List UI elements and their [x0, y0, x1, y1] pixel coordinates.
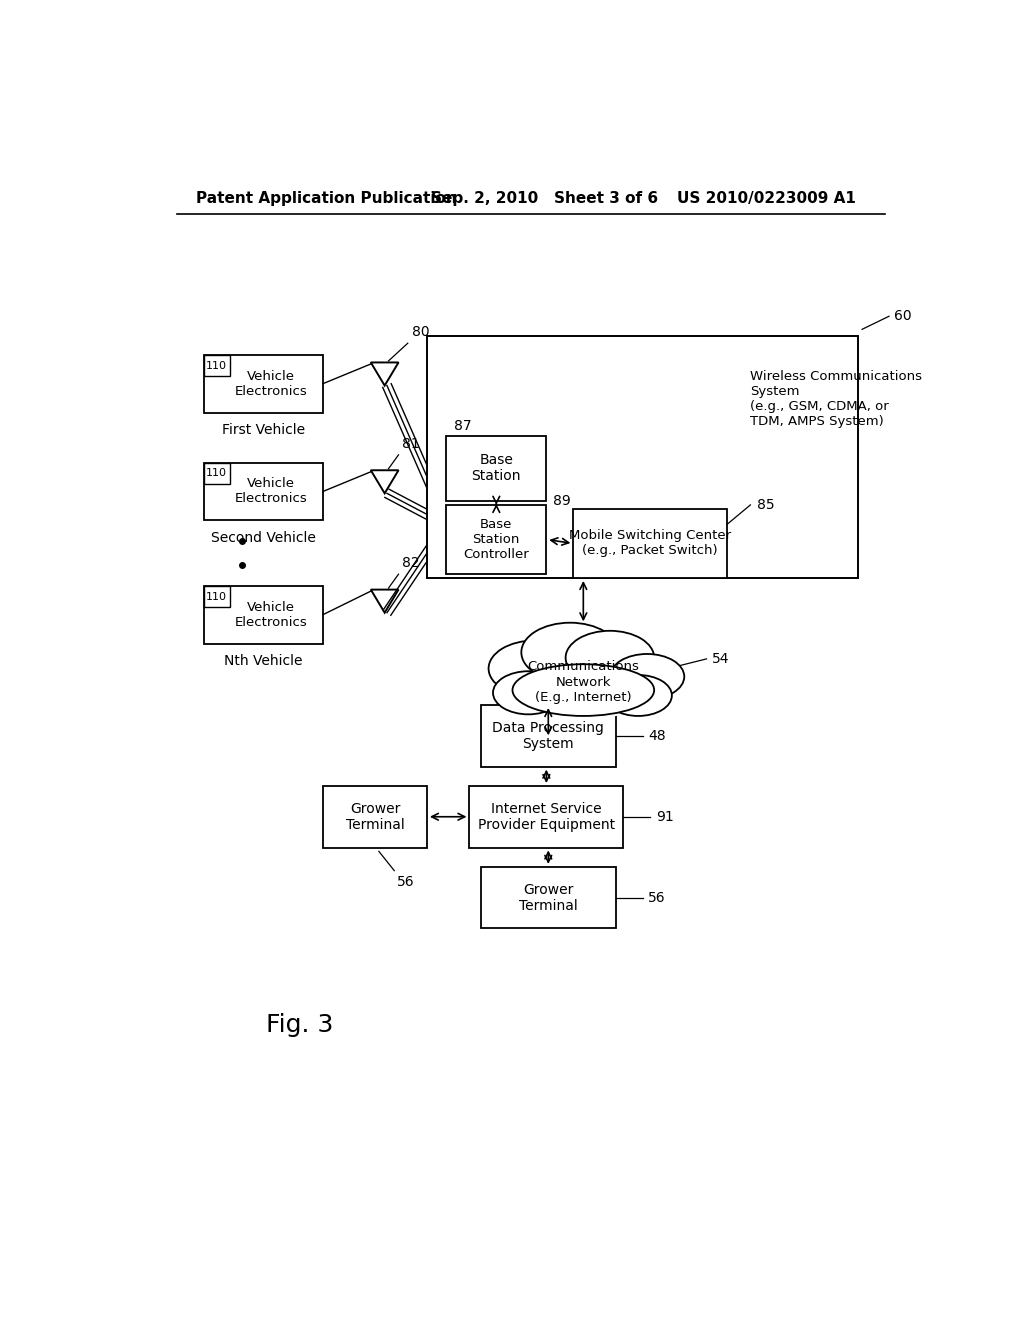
Text: 91: 91 [655, 809, 674, 824]
Ellipse shape [604, 675, 672, 715]
Bar [573, 508, 727, 578]
Ellipse shape [493, 672, 564, 714]
Bar [204, 586, 230, 607]
Text: US 2010/0223009 A1: US 2010/0223009 A1 [677, 191, 856, 206]
Text: Sep. 2, 2010   Sheet 3 of 6: Sep. 2, 2010 Sheet 3 of 6 [431, 191, 658, 206]
Text: Communications
Network
(E.g., Internet): Communications Network (E.g., Internet) [527, 660, 639, 704]
Text: 81: 81 [401, 437, 420, 451]
Text: Mobile Switching Center
(e.g., Packet Switch): Mobile Switching Center (e.g., Packet Sw… [569, 529, 731, 557]
Bar [323, 785, 427, 847]
Ellipse shape [521, 623, 618, 682]
Ellipse shape [610, 653, 684, 700]
Text: 82: 82 [401, 556, 419, 570]
Text: Grower
Terminal: Grower Terminal [519, 883, 578, 912]
Ellipse shape [565, 631, 654, 685]
Bar [204, 462, 230, 484]
Text: Base
Station
Controller: Base Station Controller [464, 517, 529, 561]
Text: Fig. 3: Fig. 3 [266, 1012, 334, 1036]
Text: 110: 110 [206, 591, 227, 602]
Text: Patent Application Publication: Patent Application Publication [196, 191, 457, 206]
Text: Wireless Communications
System
(e.g., GSM, CDMA, or
TDM, AMPS System): Wireless Communications System (e.g., GS… [751, 370, 923, 428]
Text: 60: 60 [894, 309, 912, 323]
Text: Internet Service
Provider Equipment: Internet Service Provider Equipment [478, 801, 615, 832]
Text: First Vehicle: First Vehicle [222, 424, 305, 437]
Text: 54: 54 [712, 652, 729, 665]
Bar [481, 705, 615, 767]
Bar [446, 506, 547, 574]
Text: 89: 89 [553, 494, 570, 508]
Bar [481, 867, 615, 928]
Bar [469, 785, 624, 847]
Text: 85: 85 [757, 498, 774, 512]
Ellipse shape [508, 644, 658, 719]
Text: 80: 80 [412, 325, 429, 339]
Bar [204, 355, 230, 376]
Text: 110: 110 [206, 469, 227, 478]
Text: Vehicle
Electronics: Vehicle Electronics [234, 478, 307, 506]
Text: Grower
Terminal: Grower Terminal [346, 801, 404, 832]
Bar [204, 586, 323, 644]
Bar [204, 462, 323, 520]
Text: 110: 110 [206, 360, 227, 371]
Text: 56: 56 [648, 891, 666, 904]
Text: 48: 48 [648, 729, 666, 743]
Text: Second Vehicle: Second Vehicle [211, 531, 315, 545]
Text: 87: 87 [454, 420, 472, 433]
Text: Vehicle
Electronics: Vehicle Electronics [234, 370, 307, 397]
Text: Base
Station: Base Station [472, 453, 521, 483]
Bar [204, 355, 323, 412]
Bar [446, 436, 547, 502]
Text: Vehicle
Electronics: Vehicle Electronics [234, 601, 307, 628]
Text: Data Processing
System: Data Processing System [493, 721, 604, 751]
Ellipse shape [488, 640, 581, 697]
Text: Nth Vehicle: Nth Vehicle [224, 655, 303, 668]
Ellipse shape [512, 664, 654, 715]
Bar [427, 335, 858, 578]
Text: 56: 56 [396, 875, 415, 888]
